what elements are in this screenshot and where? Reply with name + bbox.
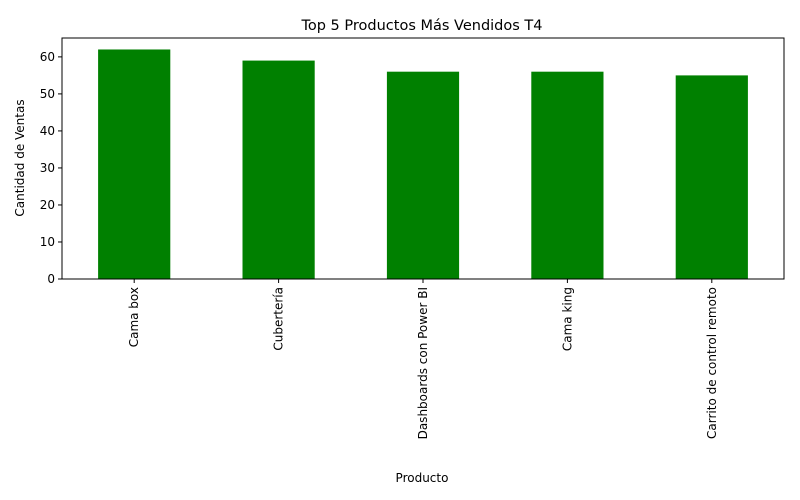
y-tick-label: 30 [40, 161, 55, 175]
bar [531, 71, 604, 279]
chart-title: Top 5 Productos Más Vendidos T4 [300, 18, 542, 34]
bar [242, 60, 315, 279]
bar [386, 71, 460, 279]
y-tick-label: 60 [40, 50, 55, 64]
y-tick-label: 20 [40, 198, 55, 212]
x-tick-label: Dashboards con Power BI [416, 287, 430, 439]
x-axis: Cama box Cubertería Dashboards con Power B… [127, 279, 719, 439]
bar [675, 75, 748, 279]
y-axis-label: Cantidad de Ventas [13, 99, 27, 216]
x-axis-label: Producto [396, 471, 449, 485]
x-tick-label: Cama king [560, 287, 574, 351]
bar [98, 49, 171, 279]
y-tick-label: 0 [47, 272, 55, 286]
y-tick-label: 10 [40, 235, 55, 249]
x-tick-label: Cama box [127, 287, 141, 347]
y-tick-label: 50 [40, 87, 55, 101]
x-tick-label: Cubertería [272, 287, 286, 351]
bars-group [98, 49, 748, 279]
x-tick-label: Carrito de control remoto [705, 287, 719, 439]
y-axis: 0 10 20 30 40 50 60 [40, 50, 62, 286]
y-tick-label: 40 [40, 124, 55, 138]
